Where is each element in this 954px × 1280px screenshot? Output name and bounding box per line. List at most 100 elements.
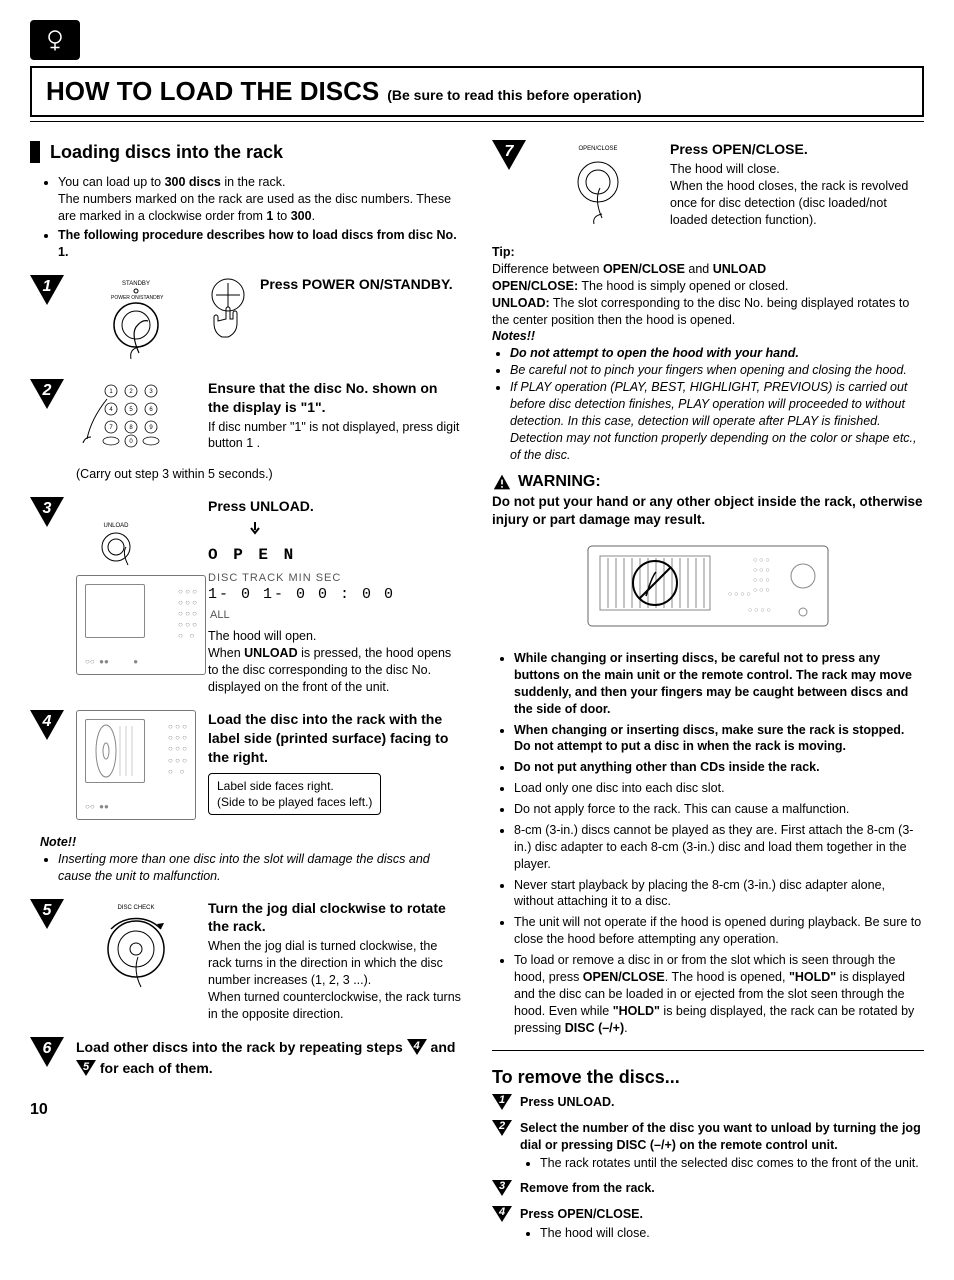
corner-logo-icon	[30, 20, 80, 60]
warn-b1: While changing or inserting discs, be ca…	[514, 650, 924, 718]
warning-icon	[492, 473, 512, 491]
step-2-heading: Ensure that the disc No. shown on the di…	[208, 379, 462, 417]
step-5-body: When the jog dial is turned clockwise, t…	[208, 938, 462, 1022]
warn-b9: To load or remove a disc in or from the …	[514, 952, 924, 1036]
lcd-main: 1- 0 1- 0 0 : 0 0	[208, 585, 462, 605]
svg-text:8: 8	[129, 425, 133, 431]
warn-b3: Do not put anything other than CDs insid…	[514, 759, 924, 776]
intro-bullets: You can load up to 300 discs in the rack…	[30, 174, 462, 260]
svg-text:UNLOAD: UNLOAD	[103, 523, 129, 529]
tip-label: Tip:	[492, 244, 924, 261]
lcd-open: O P E N	[208, 545, 462, 567]
warning-lead: Do not put your hand or any other object…	[492, 493, 924, 529]
banner-main: HOW TO LOAD THE DISCS	[46, 74, 379, 109]
warning-heading: WARNING:	[492, 471, 924, 493]
down-arrow-icon	[248, 520, 262, 538]
step-3-art: UNLOAD ○ ○ ○○ ○ ○○ ○ ○○ ○ ○○ ○ ○○ ●● ●	[76, 497, 196, 696]
svg-text:3: 3	[149, 389, 153, 395]
warn-b8: The unit will not operate if the hood is…	[514, 914, 924, 948]
intro-bullet-1: You can load up to 300 discs in the rack…	[58, 174, 462, 225]
step-3-heading: Press UNLOAD.	[208, 497, 462, 516]
section-title: Loading discs into the rack	[50, 140, 283, 164]
step-4: 4 ○ ○ ○○ ○ ○○ ○ ○○ ○ ○○ ○ ○○ ●● Load the…	[30, 710, 462, 820]
svg-text:○ ○ ○: ○ ○ ○	[753, 577, 770, 584]
svg-text:4: 4	[109, 407, 113, 413]
step-1-heading: Press POWER ON/STANDBY.	[260, 275, 462, 294]
step-6-text-b: and	[427, 1039, 456, 1055]
remove-badge-3: 3	[492, 1180, 512, 1198]
svg-text:○ ○ ○ ○: ○ ○ ○ ○	[748, 607, 771, 614]
remove-step-4: 4 Press OPEN/CLOSE. The hood will close.	[492, 1206, 924, 1242]
step-2: 2 123 456 789 0	[30, 379, 462, 453]
step-badge-3: 3	[30, 497, 64, 531]
svg-text:9: 9	[149, 425, 153, 431]
remove-badge-1: 1	[492, 1094, 512, 1112]
remove-step-2: 2 Select the number of the disc you want…	[492, 1120, 924, 1173]
step-2-body: If disc number "1" is not displayed, pre…	[208, 419, 462, 453]
warn-b5: Do not apply force to the rack. This can…	[514, 801, 924, 818]
step-3: 3 UNLOAD ○ ○ ○○ ○ ○○ ○ ○○ ○ ○○ ○ ○○ ●● ●…	[30, 497, 462, 696]
step-3-body: The hood will open. When UNLOAD is press…	[208, 628, 462, 696]
step-6: 6 Load other discs into the rack by repe…	[30, 1037, 462, 1079]
step-1-hand-icon	[208, 275, 248, 345]
remove-badge-2: 2	[492, 1120, 512, 1138]
tip-note-1: Do not attempt to open the hood with you…	[510, 345, 924, 362]
section-bar-icon	[30, 141, 40, 163]
page-title-banner: HOW TO LOAD THE DISCS (Be sure to read t…	[30, 66, 924, 117]
step-7-heading: Press OPEN/CLOSE.	[670, 140, 924, 159]
step-4-note-body: Inserting more than one disc into the sl…	[58, 851, 462, 885]
banner-underline	[30, 121, 924, 122]
right-column: 7 OPEN/CLOSE Press OPEN/CLOSE. The hood …	[492, 140, 924, 1250]
right-separator	[492, 1050, 924, 1051]
svg-text:○ ○ ○: ○ ○ ○	[753, 557, 770, 564]
svg-text:○ ○ ○: ○ ○ ○	[753, 567, 770, 574]
step-6-text-a: Load other discs into the rack by repeat…	[76, 1039, 407, 1055]
lcd-labels: DISC TRACK MIN SEC	[208, 571, 462, 586]
warning-bullets: While changing or inserting discs, be ca…	[492, 650, 924, 1036]
svg-text:POWER ON/STANDBY: POWER ON/STANDBY	[111, 295, 164, 301]
tip-block: Tip: Difference between OPEN/CLOSE and U…	[492, 244, 924, 463]
remove-step-1: 1 Press UNLOAD.	[492, 1094, 924, 1112]
step-4-box: Label side faces right. (Side to be play…	[208, 773, 381, 815]
warn-b6: 8-cm (3-in.) discs cannot be played as t…	[514, 822, 924, 873]
warn-b2: When changing or inserting discs, make s…	[514, 722, 924, 756]
tip-notes-head: Notes!!	[492, 328, 924, 345]
step-1: 1 STANDBY POWER ON/STANDBY	[30, 275, 462, 365]
step-4-art: ○ ○ ○○ ○ ○○ ○ ○○ ○ ○○ ○ ○○ ●●	[76, 710, 196, 820]
svg-text:1: 1	[109, 389, 113, 395]
remove-badge-4: 4	[492, 1206, 512, 1224]
left-column: Loading discs into the rack You can load…	[30, 140, 462, 1250]
svg-text:7: 7	[109, 425, 113, 431]
step-4-note-head: Note!!	[40, 834, 462, 851]
mini-badge-4: 4	[407, 1039, 427, 1057]
svg-text:0: 0	[129, 439, 133, 445]
svg-text:DISC CHECK: DISC CHECK	[117, 905, 154, 911]
step-7-body: The hood will close. When the hood close…	[670, 161, 924, 229]
svg-text:OPEN/CLOSE: OPEN/CLOSE	[578, 146, 617, 152]
step-badge-5: 5	[30, 899, 64, 933]
step-badge-1: 1	[30, 275, 64, 309]
svg-text:STANDBY: STANDBY	[122, 281, 150, 287]
step-2-art: 123 456 789 0	[76, 379, 196, 453]
tip-note-2: Be careful not to pinch your fingers whe…	[510, 362, 924, 379]
svg-text:5: 5	[129, 407, 133, 413]
remove-step-3: 3 Remove from the rack.	[492, 1180, 924, 1198]
step-4-heading: Load the disc into the rack with the lab…	[208, 710, 462, 767]
intro-bullet-2: The following procedure describes how to…	[58, 227, 462, 261]
warn-b7: Never start playback by placing the 8-cm…	[514, 877, 924, 911]
step-7-art: OPEN/CLOSE	[538, 140, 658, 230]
step-2-note: (Carry out step 3 within 5 seconds.)	[76, 466, 462, 483]
svg-text:2: 2	[129, 389, 133, 395]
step-badge-7: 7	[492, 140, 526, 174]
step-5-art: DISC CHECK	[76, 899, 196, 1023]
step-5: 5 DISC CHECK Turn the jog dial clockwise…	[30, 899, 462, 1023]
step-badge-6: 6	[30, 1037, 64, 1071]
svg-text:○ ○ ○: ○ ○ ○	[753, 587, 770, 594]
page-number: 10	[30, 1099, 462, 1121]
step-6-text-c: for each of them.	[96, 1060, 213, 1076]
step-5-heading: Turn the jog dial clockwise to rotate th…	[208, 899, 462, 937]
step-badge-2: 2	[30, 379, 64, 413]
step-7: 7 OPEN/CLOSE Press OPEN/CLOSE. The hood …	[492, 140, 924, 230]
step-badge-4: 4	[30, 710, 64, 744]
svg-text:○ ○ ○ ○: ○ ○ ○ ○	[728, 591, 751, 598]
